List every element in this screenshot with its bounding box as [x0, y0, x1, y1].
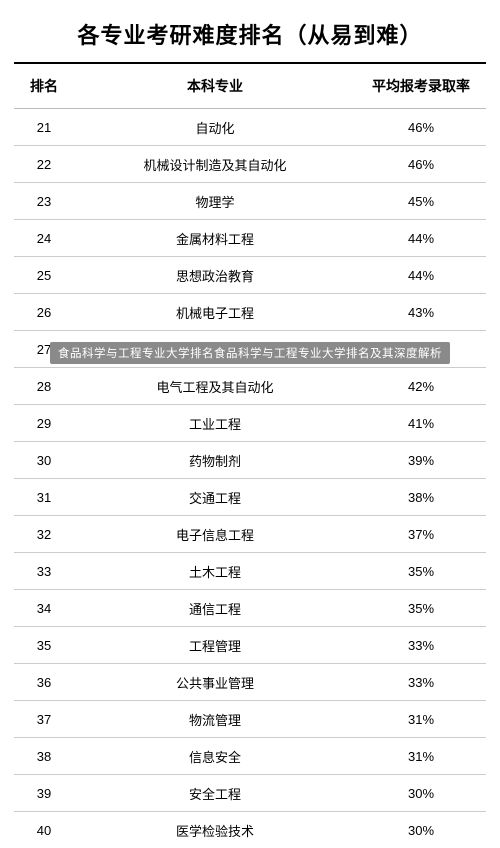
- cell-rate: 30%: [356, 775, 486, 812]
- cell-rank: 24: [14, 220, 74, 257]
- table-row: 26机械电子工程43%: [14, 294, 486, 331]
- cell-rate: 44%: [356, 257, 486, 294]
- table-row: 25思想政治教育44%: [14, 257, 486, 294]
- table-row: 22机械设计制造及其自动化46%: [14, 146, 486, 183]
- cell-rate: 35%: [356, 553, 486, 590]
- cell-rank: 36: [14, 664, 74, 701]
- cell-major: 金属材料工程: [74, 220, 356, 257]
- cell-rank: 31: [14, 479, 74, 516]
- cell-major: 物流管理: [74, 701, 356, 738]
- cell-rank: 34: [14, 590, 74, 627]
- cell-rank: 30: [14, 442, 74, 479]
- cell-rate: 39%: [356, 442, 486, 479]
- cell-rate: 43%: [356, 294, 486, 331]
- cell-rate: 45%: [356, 183, 486, 220]
- cell-rate: 37%: [356, 516, 486, 553]
- cell-rate: 31%: [356, 701, 486, 738]
- table-row: 30药物制剂39%: [14, 442, 486, 479]
- cell-rank: 25: [14, 257, 74, 294]
- cell-rank: 28: [14, 368, 74, 405]
- cell-rank: 23: [14, 183, 74, 220]
- cell-rank: 32: [14, 516, 74, 553]
- table-row: 39安全工程30%: [14, 775, 486, 812]
- cell-rate: 38%: [356, 479, 486, 516]
- ranking-table: 排名 本科专业 平均报考录取率 21自动化46%22机械设计制造及其自动化46%…: [14, 64, 486, 848]
- table-row: 23物理学45%: [14, 183, 486, 220]
- table-row: 28电气工程及其自动化42%: [14, 368, 486, 405]
- cell-major: 工程管理: [74, 627, 356, 664]
- cell-rate: 30%: [356, 812, 486, 848]
- table-row: 32电子信息工程37%: [14, 516, 486, 553]
- cell-major: 公共事业管理: [74, 664, 356, 701]
- cell-rate: 41%: [356, 405, 486, 442]
- cell-major: 医学检验技术: [74, 812, 356, 848]
- col-header-major: 本科专业: [74, 64, 356, 109]
- cell-rate: 35%: [356, 590, 486, 627]
- cell-major: 物理学: [74, 183, 356, 220]
- cell-rate: 44%: [356, 220, 486, 257]
- col-header-rate: 平均报考录取率: [356, 64, 486, 109]
- cell-rate: 46%: [356, 146, 486, 183]
- table-row: 31交通工程38%: [14, 479, 486, 516]
- cell-rank: 40: [14, 812, 74, 848]
- cell-major: 机械电子工程: [74, 294, 356, 331]
- cell-major: 思想政治教育: [74, 257, 356, 294]
- cell-major: 土木工程: [74, 553, 356, 590]
- cell-rank: 26: [14, 294, 74, 331]
- cell-rate: 33%: [356, 627, 486, 664]
- cell-major: 机械设计制造及其自动化: [74, 146, 356, 183]
- cell-major: 工业工程: [74, 405, 356, 442]
- cell-rank: 35: [14, 627, 74, 664]
- table-row: 29工业工程41%: [14, 405, 486, 442]
- cell-major: 交通工程: [74, 479, 356, 516]
- table-row: 38信息安全31%: [14, 738, 486, 775]
- cell-rate: 46%: [356, 109, 486, 146]
- cell-rank: 29: [14, 405, 74, 442]
- cell-major: 电气工程及其自动化: [74, 368, 356, 405]
- cell-major: 安全工程: [74, 775, 356, 812]
- cell-rate: 42%: [356, 368, 486, 405]
- table-row: 33土木工程35%: [14, 553, 486, 590]
- table-row: 37物流管理31%: [14, 701, 486, 738]
- cell-major: 通信工程: [74, 590, 356, 627]
- table-header-row: 排名 本科专业 平均报考录取率: [14, 64, 486, 109]
- cell-rank: 21: [14, 109, 74, 146]
- cell-rank: 33: [14, 553, 74, 590]
- cell-major: 药物制剂: [74, 442, 356, 479]
- cell-rate: 33%: [356, 664, 486, 701]
- table-row: 34通信工程35%: [14, 590, 486, 627]
- cell-rank: 22: [14, 146, 74, 183]
- cell-rank: 38: [14, 738, 74, 775]
- page-title: 各专业考研难度排名（从易到难）: [14, 18, 486, 64]
- cell-major: 信息安全: [74, 738, 356, 775]
- cell-rank: 37: [14, 701, 74, 738]
- table-row: 35工程管理33%: [14, 627, 486, 664]
- table-row: 21自动化46%: [14, 109, 486, 146]
- table-row: 36公共事业管理33%: [14, 664, 486, 701]
- col-header-rank: 排名: [14, 64, 74, 109]
- table-row: 40医学检验技术30%: [14, 812, 486, 848]
- cell-rate: 31%: [356, 738, 486, 775]
- table-row: 24金属材料工程44%: [14, 220, 486, 257]
- cell-major: 自动化: [74, 109, 356, 146]
- cell-major: 电子信息工程: [74, 516, 356, 553]
- watermark-overlay: 食品科学与工程专业大学排名食品科学与工程专业大学排名及其深度解析: [50, 342, 450, 364]
- cell-rank: 39: [14, 775, 74, 812]
